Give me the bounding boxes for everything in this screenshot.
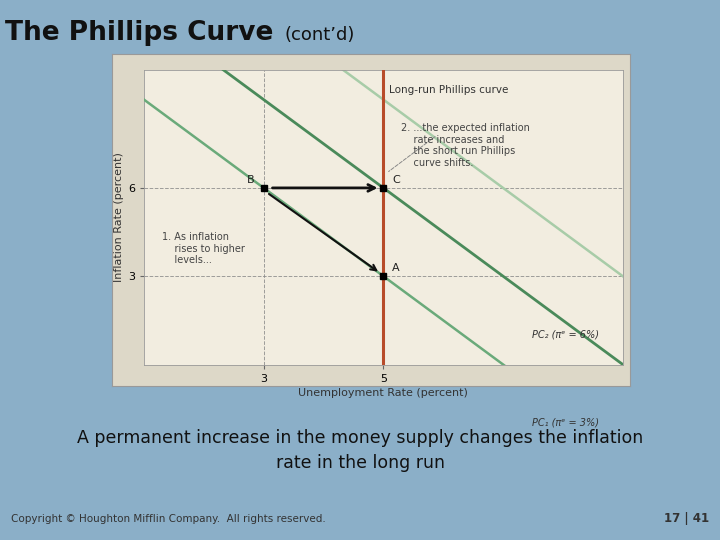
Text: Copyright © Houghton Mifflin Company.  All rights reserved.: Copyright © Houghton Mifflin Company. Al… — [11, 514, 325, 524]
Text: B: B — [247, 175, 255, 185]
Y-axis label: Inflation Rate (percent): Inflation Rate (percent) — [114, 152, 124, 282]
Text: 2. ...the expected inflation
    rate increases and
    the short run Phillips
 : 2. ...the expected inflation rate increa… — [401, 123, 530, 168]
Text: (cont’d): (cont’d) — [284, 25, 355, 44]
Text: Long-run Phillips curve: Long-run Phillips curve — [390, 85, 509, 95]
Text: C: C — [392, 175, 400, 185]
Text: PC₂ (πᵉ = 6%): PC₂ (πᵉ = 6%) — [532, 329, 599, 340]
Text: A permanent increase in the money supply changes the inflation
rate in the long : A permanent increase in the money supply… — [77, 429, 643, 472]
X-axis label: Unemployment Rate (percent): Unemployment Rate (percent) — [299, 388, 468, 397]
Text: 1. As inflation
    rises to higher
    levels...: 1. As inflation rises to higher levels..… — [162, 232, 245, 265]
Text: A: A — [392, 264, 400, 273]
Text: 17 | 41: 17 | 41 — [664, 512, 709, 525]
Text: The Phillips Curve: The Phillips Curve — [5, 21, 274, 46]
Text: PC₁ (πᵉ = 3%): PC₁ (πᵉ = 3%) — [532, 418, 599, 428]
